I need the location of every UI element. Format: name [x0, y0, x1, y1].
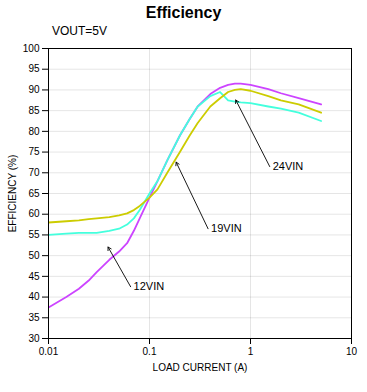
svg-text:EFFICIENCY (%): EFFICIENCY (%)	[7, 155, 18, 233]
svg-text:50: 50	[28, 250, 40, 261]
svg-text:45: 45	[28, 271, 40, 282]
svg-text:24VIN: 24VIN	[273, 160, 304, 172]
svg-text:90: 90	[28, 84, 40, 95]
svg-text:40: 40	[28, 291, 40, 302]
svg-text:LOAD CURRENT (A): LOAD CURRENT (A)	[153, 362, 248, 373]
html-text:Efficiency: Efficiency	[145, 4, 222, 21]
svg-text:75: 75	[28, 146, 40, 157]
svg-text:35: 35	[28, 312, 40, 323]
svg-text:12VIN: 12VIN	[134, 280, 165, 292]
svg-text:60: 60	[28, 208, 40, 219]
svg-text:19VIN: 19VIN	[211, 222, 242, 234]
html-text:VOUT=5V: VOUT=5V	[52, 24, 107, 38]
svg-text:55: 55	[28, 229, 40, 240]
svg-text:65: 65	[28, 188, 40, 199]
svg-text:70: 70	[28, 167, 40, 178]
svg-text:85: 85	[28, 105, 40, 116]
svg-text:100: 100	[23, 43, 40, 54]
svg-text:30: 30	[28, 333, 40, 344]
svg-text:80: 80	[28, 126, 40, 137]
svg-text:1: 1	[248, 346, 254, 357]
svg-text:0.01: 0.01	[39, 346, 59, 357]
svg-text:0.1: 0.1	[143, 346, 157, 357]
svg-text:10: 10	[346, 346, 358, 357]
svg-text:95: 95	[28, 63, 40, 74]
